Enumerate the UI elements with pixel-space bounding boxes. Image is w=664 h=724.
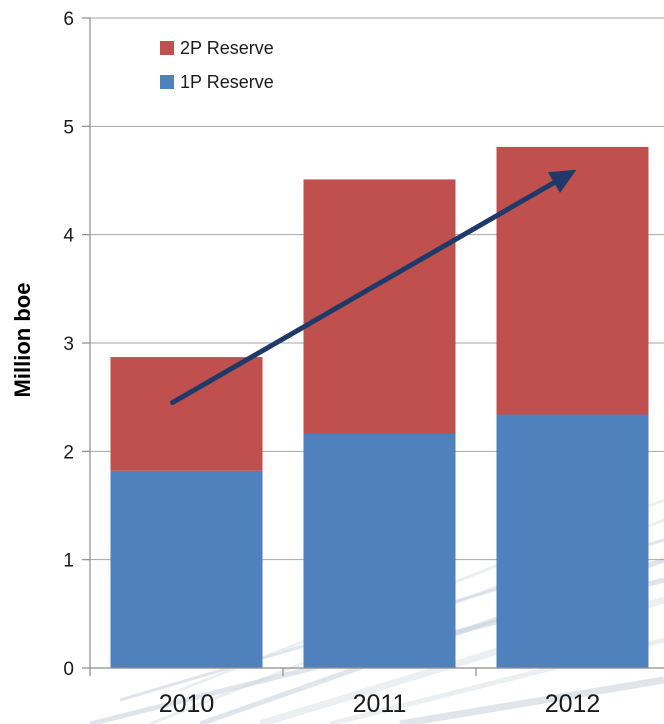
y-tick-label: 0 <box>63 659 74 680</box>
x-tick-label: 2011 <box>353 690 407 718</box>
y-axis-label: Million boe <box>10 283 35 398</box>
bar-2p-reserve-2010 <box>110 357 263 471</box>
y-tick-label: 2 <box>63 442 74 463</box>
y-tick-label: 5 <box>63 117 74 138</box>
background-streak <box>399 676 664 724</box>
bars <box>110 146 649 668</box>
trend-arrow <box>170 169 577 406</box>
bar-1p-reserve-2012 <box>496 414 649 668</box>
legend-label: 1P Reserve <box>180 72 274 92</box>
y-tick-label: 1 <box>63 551 74 572</box>
axes <box>82 17 664 676</box>
legend-swatch <box>160 41 174 55</box>
legend-label: 2P Reserve <box>180 38 274 58</box>
legend: 2P Reserve 1P Reserve <box>160 38 274 92</box>
y-tick-label: 3 <box>63 334 74 355</box>
bar-1p-reserve-2010 <box>110 470 263 668</box>
tick-labels: 0 1 2 3 4 5 6 2010 2011 2012 <box>63 9 600 718</box>
x-tick-label: 2010 <box>159 690 215 718</box>
y-tick-label: 6 <box>63 9 74 30</box>
bar-1p-reserve-2011 <box>303 434 456 668</box>
trend-arrow-shaft <box>170 180 557 406</box>
y-tick-label: 4 <box>63 226 74 247</box>
x-tick-label: 2012 <box>545 690 601 718</box>
bar-2p-reserve-2011 <box>303 179 456 434</box>
trend-arrow-head <box>547 169 577 194</box>
bar-2p-reserve-2012 <box>496 146 649 415</box>
legend-swatch <box>160 75 174 89</box>
